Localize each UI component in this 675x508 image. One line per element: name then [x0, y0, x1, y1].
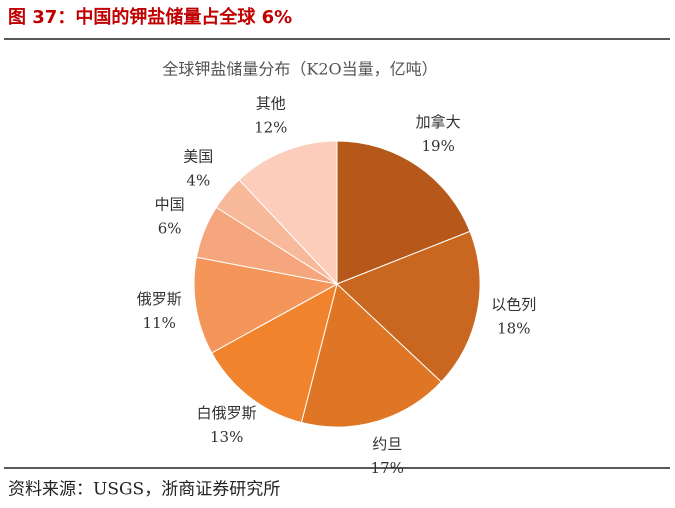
figure-title: 图 37：中国的钾盐储量占全球 6% — [8, 6, 292, 28]
slice-label: 以色列 — [491, 296, 536, 314]
value-label: 4% — [186, 171, 210, 189]
source-note: 资料来源：USGS，浙商证券研究所 — [8, 480, 280, 500]
pie-slice — [336, 140, 471, 285]
slice-label: 约旦 — [372, 435, 402, 453]
chart-title: 全球钾盐储量分布（K2O当量，亿吨） — [162, 60, 437, 79]
value-label: 12% — [254, 119, 287, 137]
slice-label: 其他 — [256, 95, 286, 113]
slice-label: 中国 — [155, 196, 185, 214]
pie-slice — [193, 256, 339, 354]
slice-label: 白俄罗斯 — [197, 404, 257, 422]
value-label: 19% — [422, 137, 455, 155]
value-label: 11% — [143, 314, 176, 332]
pie-slice — [238, 140, 338, 286]
value-label: 13% — [210, 428, 243, 446]
slice-label: 俄罗斯 — [137, 290, 182, 308]
value-label: 18% — [497, 320, 530, 338]
value-label: 6% — [158, 220, 182, 238]
pie-slice — [300, 283, 442, 428]
slice-label: 加拿大 — [416, 113, 461, 131]
slice-label: 美国 — [183, 147, 213, 165]
pie-slice — [336, 230, 481, 383]
value-label: 17% — [371, 459, 404, 477]
pie-slice — [211, 283, 338, 424]
